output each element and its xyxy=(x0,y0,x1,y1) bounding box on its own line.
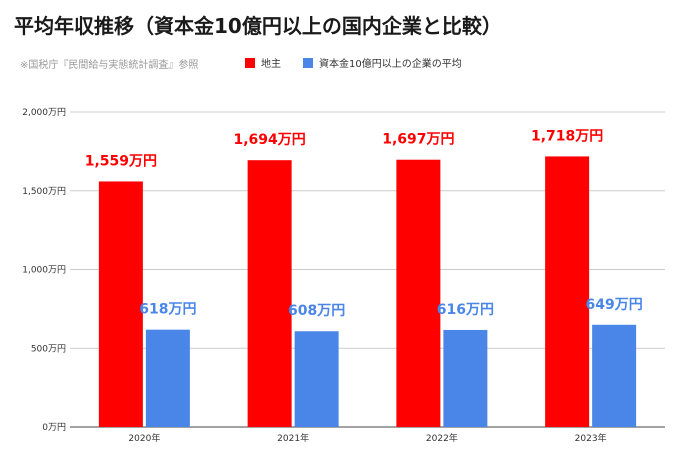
x-tick-label: 2020年 xyxy=(128,432,160,444)
legend-label-series-2: 資本金10億円以上の企業の平均 xyxy=(319,59,462,70)
chart-title: 平均年収推移（資本金10億円以上の国内企業と比較） xyxy=(14,14,502,38)
y-tick-label: 1,000万円 xyxy=(22,265,66,276)
legend-label-series-1: 地主 xyxy=(261,59,281,70)
bar-series-1 xyxy=(396,159,441,427)
data-label-series-2: 649万円 xyxy=(586,297,643,313)
data-label-series-2: 608万円 xyxy=(288,303,345,319)
bar-series-2 xyxy=(443,329,488,427)
y-tick-label: 1,500万円 xyxy=(22,186,66,197)
data-label-series-1: 1,559万円 xyxy=(85,153,157,169)
bar-series-2 xyxy=(592,324,637,427)
data-label-series-1: 1,697万円 xyxy=(382,132,454,148)
data-label-series-2: 618万円 xyxy=(139,302,196,318)
legend-item-series-1: 地主 xyxy=(245,55,281,70)
legend-item-series-2: 資本金10億円以上の企業の平均 xyxy=(303,55,462,70)
bar-series-1 xyxy=(247,160,292,427)
y-tick-label: 2,000万円 xyxy=(22,107,66,118)
y-tick-label: 500万円 xyxy=(31,343,66,354)
bar-series-1 xyxy=(545,156,590,428)
legend: 地主 資本金10億円以上の企業の平均 xyxy=(245,55,462,70)
bar-series-2 xyxy=(294,331,339,427)
bar-series-1 xyxy=(98,181,143,427)
chart-subtitle: ※国税庁『民間給与実態統計調査』参照 xyxy=(20,60,199,71)
data-label-series-1: 1,694万円 xyxy=(233,132,305,148)
y-tick-label: 0万円 xyxy=(42,422,66,433)
x-tick-label: 2022年 xyxy=(426,432,458,444)
bar-series-2 xyxy=(145,329,190,427)
legend-swatch-series-2 xyxy=(303,57,313,68)
x-tick-label: 2021年 xyxy=(277,432,309,444)
data-label-series-2: 616万円 xyxy=(437,302,494,318)
legend-swatch-series-1 xyxy=(245,57,255,68)
x-tick-label: 2023年 xyxy=(575,432,607,444)
data-label-series-1: 1,718万円 xyxy=(531,128,603,144)
